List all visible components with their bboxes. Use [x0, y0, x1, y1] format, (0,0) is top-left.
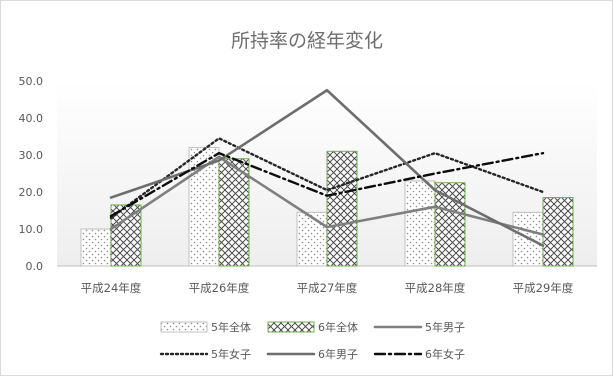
- legend-label: 6年全体: [318, 320, 358, 334]
- legend-label: 6年女子: [425, 347, 465, 361]
- bar-6年全体: [218, 158, 250, 267]
- chart-title: 所持率の経年変化: [231, 30, 383, 52]
- y-axis: 0.0 10.0 20.0 30.0 40.0 50.0: [19, 75, 44, 273]
- y-tick-label: 50.0: [19, 75, 44, 88]
- bar-5年全体: [404, 180, 436, 267]
- line-6年女子: [109, 151, 545, 218]
- line-5年男子: [109, 155, 545, 236]
- legend-label: 5年男子: [425, 320, 465, 334]
- bar-5年全体: [296, 211, 328, 267]
- bar-6年全体: [434, 182, 466, 267]
- legend-label: 5年全体: [211, 320, 251, 334]
- legend-swatch-6年全体: [267, 321, 315, 333]
- y-tick-label: 10.0: [19, 223, 44, 236]
- y-tick-label: 0.0: [26, 260, 44, 273]
- y-tick-label: 20.0: [19, 186, 44, 199]
- bar-6年全体: [542, 197, 574, 267]
- x-category-label: 平成26年度: [189, 281, 250, 295]
- legend: 5年全体 6年全体 5年男子 5年女子 6年男子 6年女子: [159, 320, 465, 361]
- legend-label: 5年女子: [211, 347, 251, 361]
- x-category-label: 平成27年度: [297, 281, 358, 295]
- legend-swatch-5年全体: [160, 321, 208, 333]
- x-axis: 平成24年度 平成26年度 平成27年度 平成28年度 平成29年度: [81, 281, 574, 295]
- x-category-label: 平成24年度: [81, 281, 142, 295]
- y-tick-label: 40.0: [19, 112, 44, 125]
- bar-5年全体: [80, 228, 112, 267]
- x-category-label: 平成28年度: [405, 281, 466, 295]
- x-category-label: 平成29年度: [513, 281, 574, 295]
- bar-6年全体: [326, 150, 358, 267]
- line-series-group: [109, 88, 545, 247]
- y-tick-label: 30.0: [19, 149, 44, 162]
- legend-label: 6年男子: [318, 347, 358, 361]
